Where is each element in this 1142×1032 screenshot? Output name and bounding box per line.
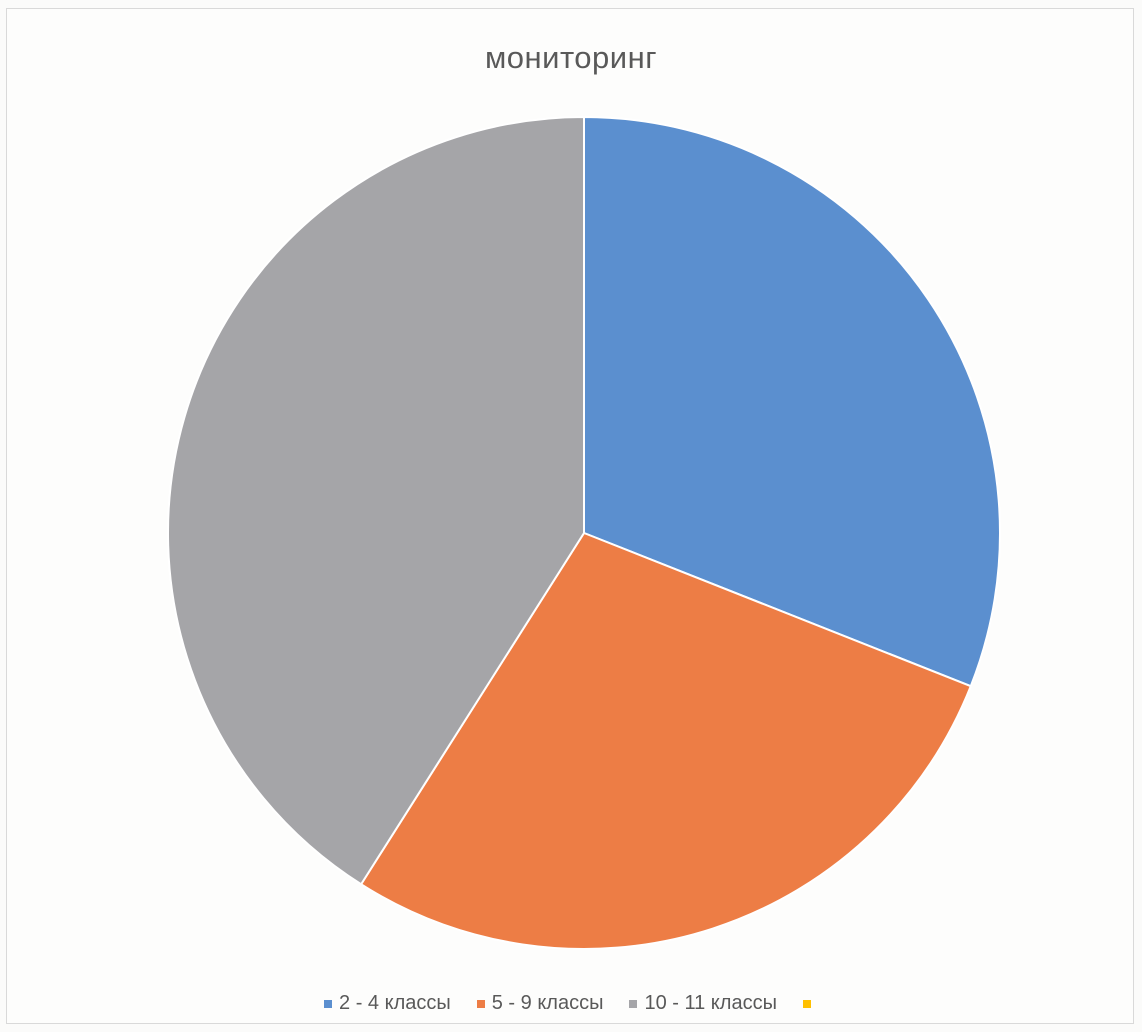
legend-swatch-2 — [629, 1000, 637, 1008]
legend-swatch-1 — [477, 1000, 485, 1008]
legend-item: 10 - 11 классы — [629, 992, 776, 1015]
legend-item: 5 - 9 классы — [477, 992, 604, 1015]
pie-slices — [168, 117, 1000, 949]
legend: 2 - 4 классы 5 - 9 классы 10 - 11 классы — [0, 992, 1142, 1015]
legend-item — [803, 992, 818, 1015]
legend-swatch-0 — [324, 1000, 332, 1008]
legend-label: 10 - 11 классы — [644, 992, 776, 1015]
legend-swatch-3 — [803, 1000, 811, 1008]
legend-item: 2 - 4 классы — [324, 992, 451, 1015]
legend-label: 2 - 4 классы — [339, 992, 451, 1015]
legend-label: 5 - 9 классы — [492, 992, 604, 1015]
